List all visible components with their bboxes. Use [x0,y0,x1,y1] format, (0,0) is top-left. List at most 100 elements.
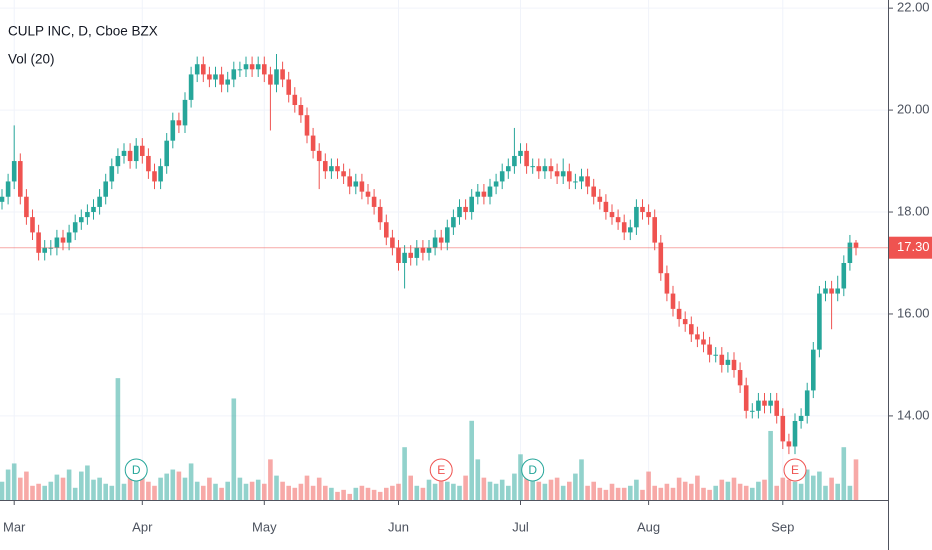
volume-bar [573,473,578,500]
volume-bar [85,465,90,500]
volume-bar [286,485,291,500]
candle-body [121,150,127,156]
candle-body [72,222,78,233]
volume-bar [176,471,182,500]
volume-bar [170,469,176,500]
candle-body [707,344,712,355]
candle-body [353,181,359,187]
candle-body [207,74,212,80]
candle-body [268,74,273,85]
volume-bar [817,471,822,500]
volume-bar [359,485,365,500]
candle-body [847,242,853,263]
candle-body [664,273,670,294]
candle-body [97,196,102,207]
volume-bar [91,479,96,500]
candle-body [384,222,389,238]
volume-bar [5,469,11,500]
candle-body [127,150,133,162]
volume-bar [567,481,572,500]
volume-bar [658,487,664,500]
volume-bar [621,487,627,500]
candle-body [823,288,828,294]
candle-body [292,94,298,105]
x-tick-label: Mar [3,519,26,534]
candle-body [774,400,779,416]
candle-body [841,262,847,289]
volume-bar [756,481,761,500]
candle-body [79,217,84,223]
event-marker [521,458,545,482]
volume-bar [640,489,645,500]
candle-body [329,166,334,172]
volume-bar [237,477,243,500]
volume-bar [506,485,511,500]
candle-body [365,191,371,197]
candle-body [262,64,267,75]
candle-body [554,171,560,177]
volume-bar [42,485,47,500]
volume-bar [609,483,615,500]
candle-body [152,171,157,182]
volume-bar [835,483,840,500]
volume-bar [298,483,304,500]
candle-body [66,232,72,243]
candle-body [725,359,731,365]
volume-bar [536,481,542,500]
volume-bar [274,475,279,500]
candle-body [798,415,804,421]
volume-bar [304,475,310,500]
volume-legend: Vol (20) [8,52,55,67]
candle-body [445,227,450,243]
volume-bar [396,483,401,500]
candle-body [603,201,609,213]
volume-bar [542,483,548,500]
volume-bar [36,483,41,500]
volume-bar [341,489,346,500]
volume-bar [438,465,444,500]
volume-bar [347,493,352,500]
volume-bar [676,477,682,500]
event-label: E [791,463,799,477]
volume-bar [847,485,853,500]
volume-bar [24,471,29,500]
volume-bar [682,481,688,500]
overlay: 17.30 D E D E [0,236,932,482]
y-tick-label: 20.00 [897,102,930,117]
candle-body [60,237,66,243]
volume-bar [103,483,108,500]
x-tick-label: Aug [637,519,660,534]
candle-body [512,155,517,167]
candle-body [524,150,529,167]
volume-bar [725,481,731,500]
volume-bar [121,483,127,500]
candle-body [689,324,694,335]
candle-body [695,334,700,340]
candle-body [5,181,11,197]
volume-bar [353,487,359,500]
volume-bar [66,469,72,500]
candle-body [316,150,322,162]
x-tick-label: May [252,519,277,534]
volume-bar [54,474,60,500]
candle-body [487,186,493,197]
candle-body [158,166,163,182]
candle-body [530,166,535,168]
x-tick-label: Sep [771,519,794,534]
symbol-title: CULP INC, D, Cboe BZX [8,24,158,39]
candle-body [225,79,230,85]
volume-bar [603,489,609,500]
volume-bar [231,398,237,500]
candle-body [347,176,352,187]
volume-bar [207,477,212,500]
candle-body [432,237,438,248]
volume-bar [597,487,603,500]
volume-bar [743,485,749,500]
volume-bar [408,475,413,500]
volume-bar [390,485,395,500]
candle-body [30,217,35,233]
candle-body [341,171,346,177]
candle-body [359,181,365,192]
candle-body [762,400,767,406]
